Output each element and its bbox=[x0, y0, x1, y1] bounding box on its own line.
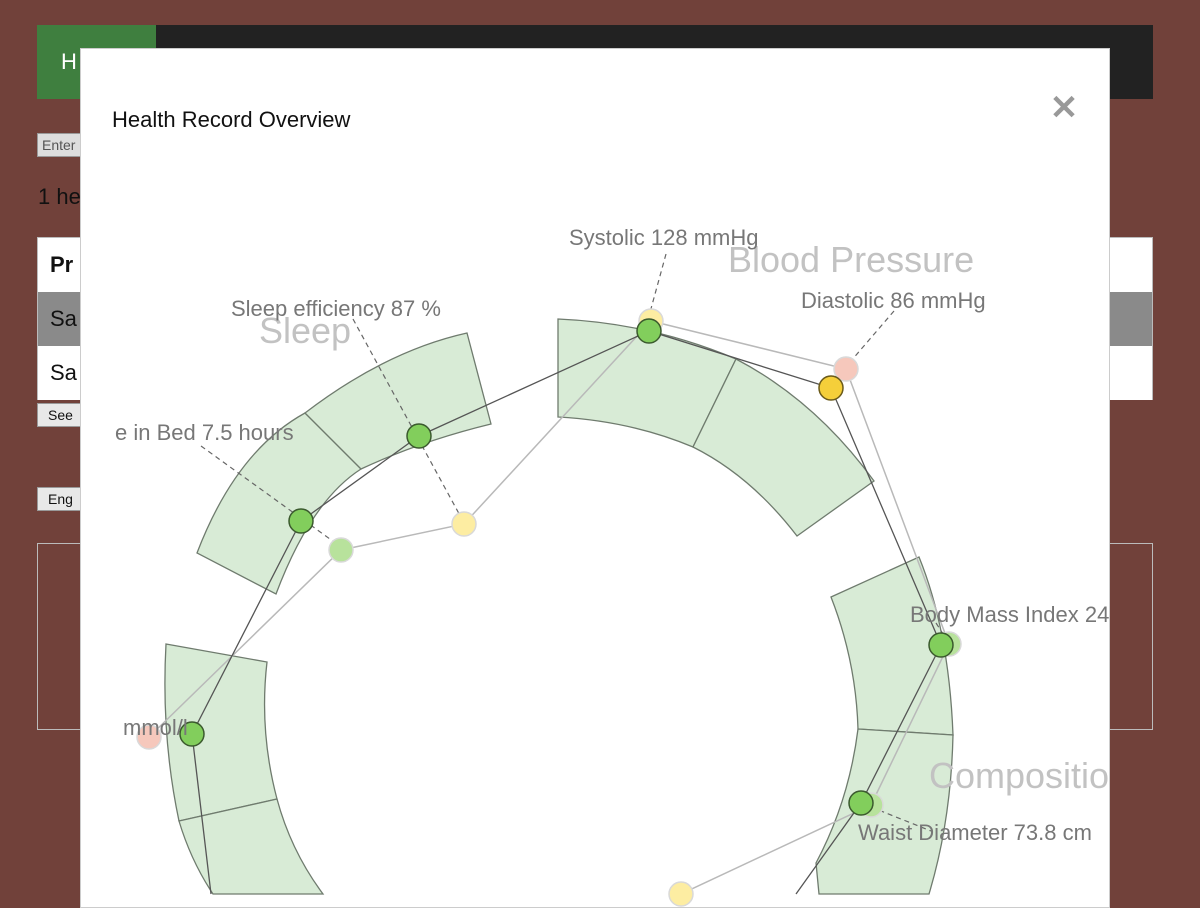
previous-marker[interactable] bbox=[328, 537, 354, 563]
current-marker[interactable] bbox=[848, 790, 874, 816]
health-overview-modal: Health Record Overview ✕ bbox=[80, 48, 1110, 908]
previous-marker[interactable] bbox=[451, 511, 477, 537]
metric-label-systolic: Systolic 128 mmHg bbox=[569, 225, 759, 250]
current-marker[interactable] bbox=[288, 508, 314, 534]
current-markers bbox=[179, 318, 954, 816]
current-marker[interactable] bbox=[636, 318, 662, 344]
current-marker[interactable] bbox=[928, 632, 954, 658]
category-label-composition: Composition bbox=[929, 755, 1110, 796]
current-marker[interactable] bbox=[406, 423, 432, 449]
category-label-blood-pressure: Blood Pressure bbox=[728, 239, 974, 280]
current-marker[interactable] bbox=[179, 721, 205, 747]
previous-marker[interactable] bbox=[668, 881, 694, 907]
language-button[interactable]: Eng bbox=[37, 487, 84, 511]
category-label-sleep: Sleep bbox=[259, 310, 351, 351]
close-icon[interactable]: ✕ bbox=[1049, 89, 1079, 127]
modal-title: Health Record Overview bbox=[112, 107, 351, 132]
previous-marker[interactable] bbox=[136, 724, 162, 750]
current-marker[interactable] bbox=[818, 375, 844, 401]
metric-label-bmi: Body Mass Index 24.5 bbox=[910, 602, 1110, 627]
record-count-text: 1 he bbox=[38, 184, 81, 209]
previous-marker[interactable] bbox=[833, 356, 859, 382]
see-more-button[interactable]: See bbox=[37, 403, 84, 427]
metric-label-diastolic: Diastolic 86 mmHg bbox=[801, 288, 986, 313]
band-segment-blood-pressure bbox=[692, 358, 875, 537]
metric-label-waist: Waist Diameter 73.8 cm bbox=[858, 820, 1092, 845]
previous-reading-line bbox=[148, 320, 950, 895]
band-segments bbox=[164, 318, 954, 895]
metric-label-time-in-bed: e in Bed 7.5 hours bbox=[115, 420, 294, 445]
metric-label-sleep-efficiency: Sleep efficiency 87 % bbox=[231, 296, 441, 321]
metric-label-glucose: mmol/l bbox=[123, 715, 188, 740]
band-segment-composition bbox=[815, 728, 954, 895]
health-radial-chart: Blood Pressure Sleep Composition Systoli… bbox=[115, 225, 1110, 907]
